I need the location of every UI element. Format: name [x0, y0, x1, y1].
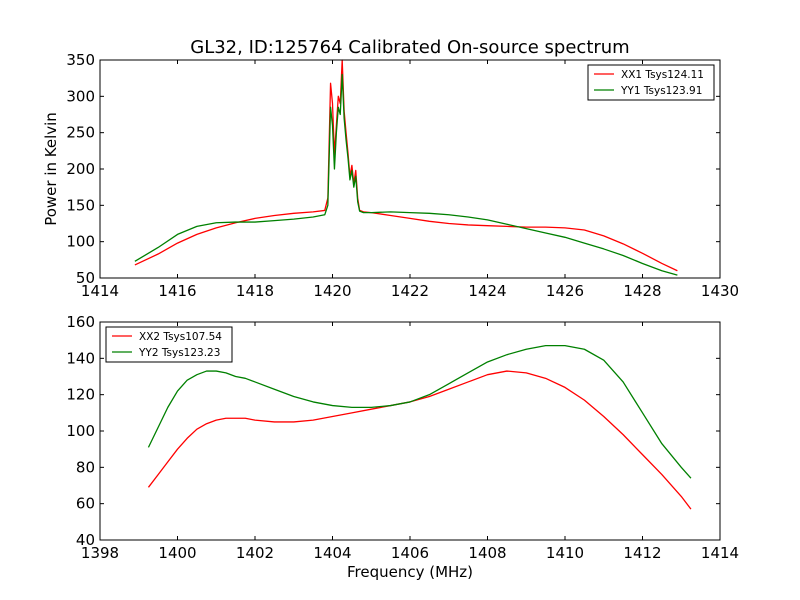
y-tick-label: 100 [66, 422, 95, 440]
y-tick-label: 350 [66, 51, 95, 69]
x-tick-label: 1414 [81, 282, 119, 300]
y-tick-label: 60 [76, 495, 95, 513]
x-tick-label: 1402 [236, 544, 274, 562]
x-tick-label: 1422 [391, 282, 429, 300]
y-tick-label: 80 [76, 458, 95, 476]
legend-label: XX2 Tsys107.54 [139, 331, 222, 343]
y-tick-label: 200 [66, 160, 95, 178]
series-line-xx1 [134, 59, 678, 272]
y-tick-label: 100 [66, 233, 95, 251]
x-tick-label: 1406 [391, 544, 429, 562]
x-tick-label: 1416 [158, 282, 196, 300]
legend-label: XX1 Tsys124.11 [621, 69, 704, 81]
legend: XX1 Tsys124.11 YY1 Tsys123.91 [587, 64, 715, 101]
series-line-yy1 [134, 73, 678, 276]
figure-title: GL32, ID:125764 Calibrated On-source spe… [190, 37, 629, 58]
legend-label: YY2 Tsys123.23 [138, 347, 220, 359]
x-tick-label: 1398 [81, 544, 119, 562]
series-line-yy2 [147, 344, 692, 479]
y-tick-label: 40 [76, 531, 95, 549]
bottom-x-axis-label: Frequency (MHz) [347, 563, 473, 581]
legend-box [105, 326, 233, 363]
top-y-axis-label: Power in Kelvin [42, 112, 60, 226]
x-tick-label: 1418 [236, 282, 274, 300]
x-tick-label: 1430 [701, 282, 739, 300]
series-line-xx2 [147, 370, 692, 510]
x-tick-label: 1408 [468, 544, 506, 562]
x-tick-label: 1426 [546, 282, 584, 300]
x-tick-label: 1410 [546, 544, 584, 562]
y-tick-label: 160 [66, 313, 95, 331]
y-tick-label: 150 [66, 196, 95, 214]
x-tick-label: 1400 [158, 544, 196, 562]
x-tick-label: 1412 [623, 544, 661, 562]
legend-box [587, 64, 715, 101]
x-tick-label: 1424 [468, 282, 506, 300]
y-tick-label: 120 [66, 386, 95, 404]
y-tick-label: 250 [66, 124, 95, 142]
x-tick-label: 1420 [313, 282, 351, 300]
top-panel: 1414 1416 1418 1420 1422 1424 1426 1428 1430 50 10… [66, 51, 739, 300]
y-tick-label: 50 [76, 269, 95, 287]
x-tick-label: 1404 [313, 544, 351, 562]
y-tick-label: 300 [66, 87, 95, 105]
y-tick-label: 140 [66, 349, 95, 367]
legend-label: YY1 Tsys123.91 [620, 85, 702, 97]
legend: XX2 Tsys107.54 YY2 Tsys123.23 [105, 326, 233, 363]
x-tick-label: 1414 [701, 544, 739, 562]
x-tick-label: 1428 [623, 282, 661, 300]
bottom-panel: 1398 1400 1402 1404 1406 1408 1410 1412 1414 40 60… [66, 313, 739, 562]
